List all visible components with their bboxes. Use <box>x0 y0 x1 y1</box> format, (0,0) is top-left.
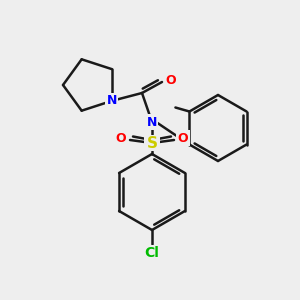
Text: N: N <box>107 94 117 107</box>
Text: O: O <box>166 74 176 86</box>
Bar <box>144 135 160 151</box>
Text: Cl: Cl <box>145 246 159 260</box>
Text: N: N <box>147 116 157 128</box>
Text: O: O <box>116 131 126 145</box>
Text: S: S <box>146 136 158 151</box>
Text: O: O <box>178 131 188 145</box>
